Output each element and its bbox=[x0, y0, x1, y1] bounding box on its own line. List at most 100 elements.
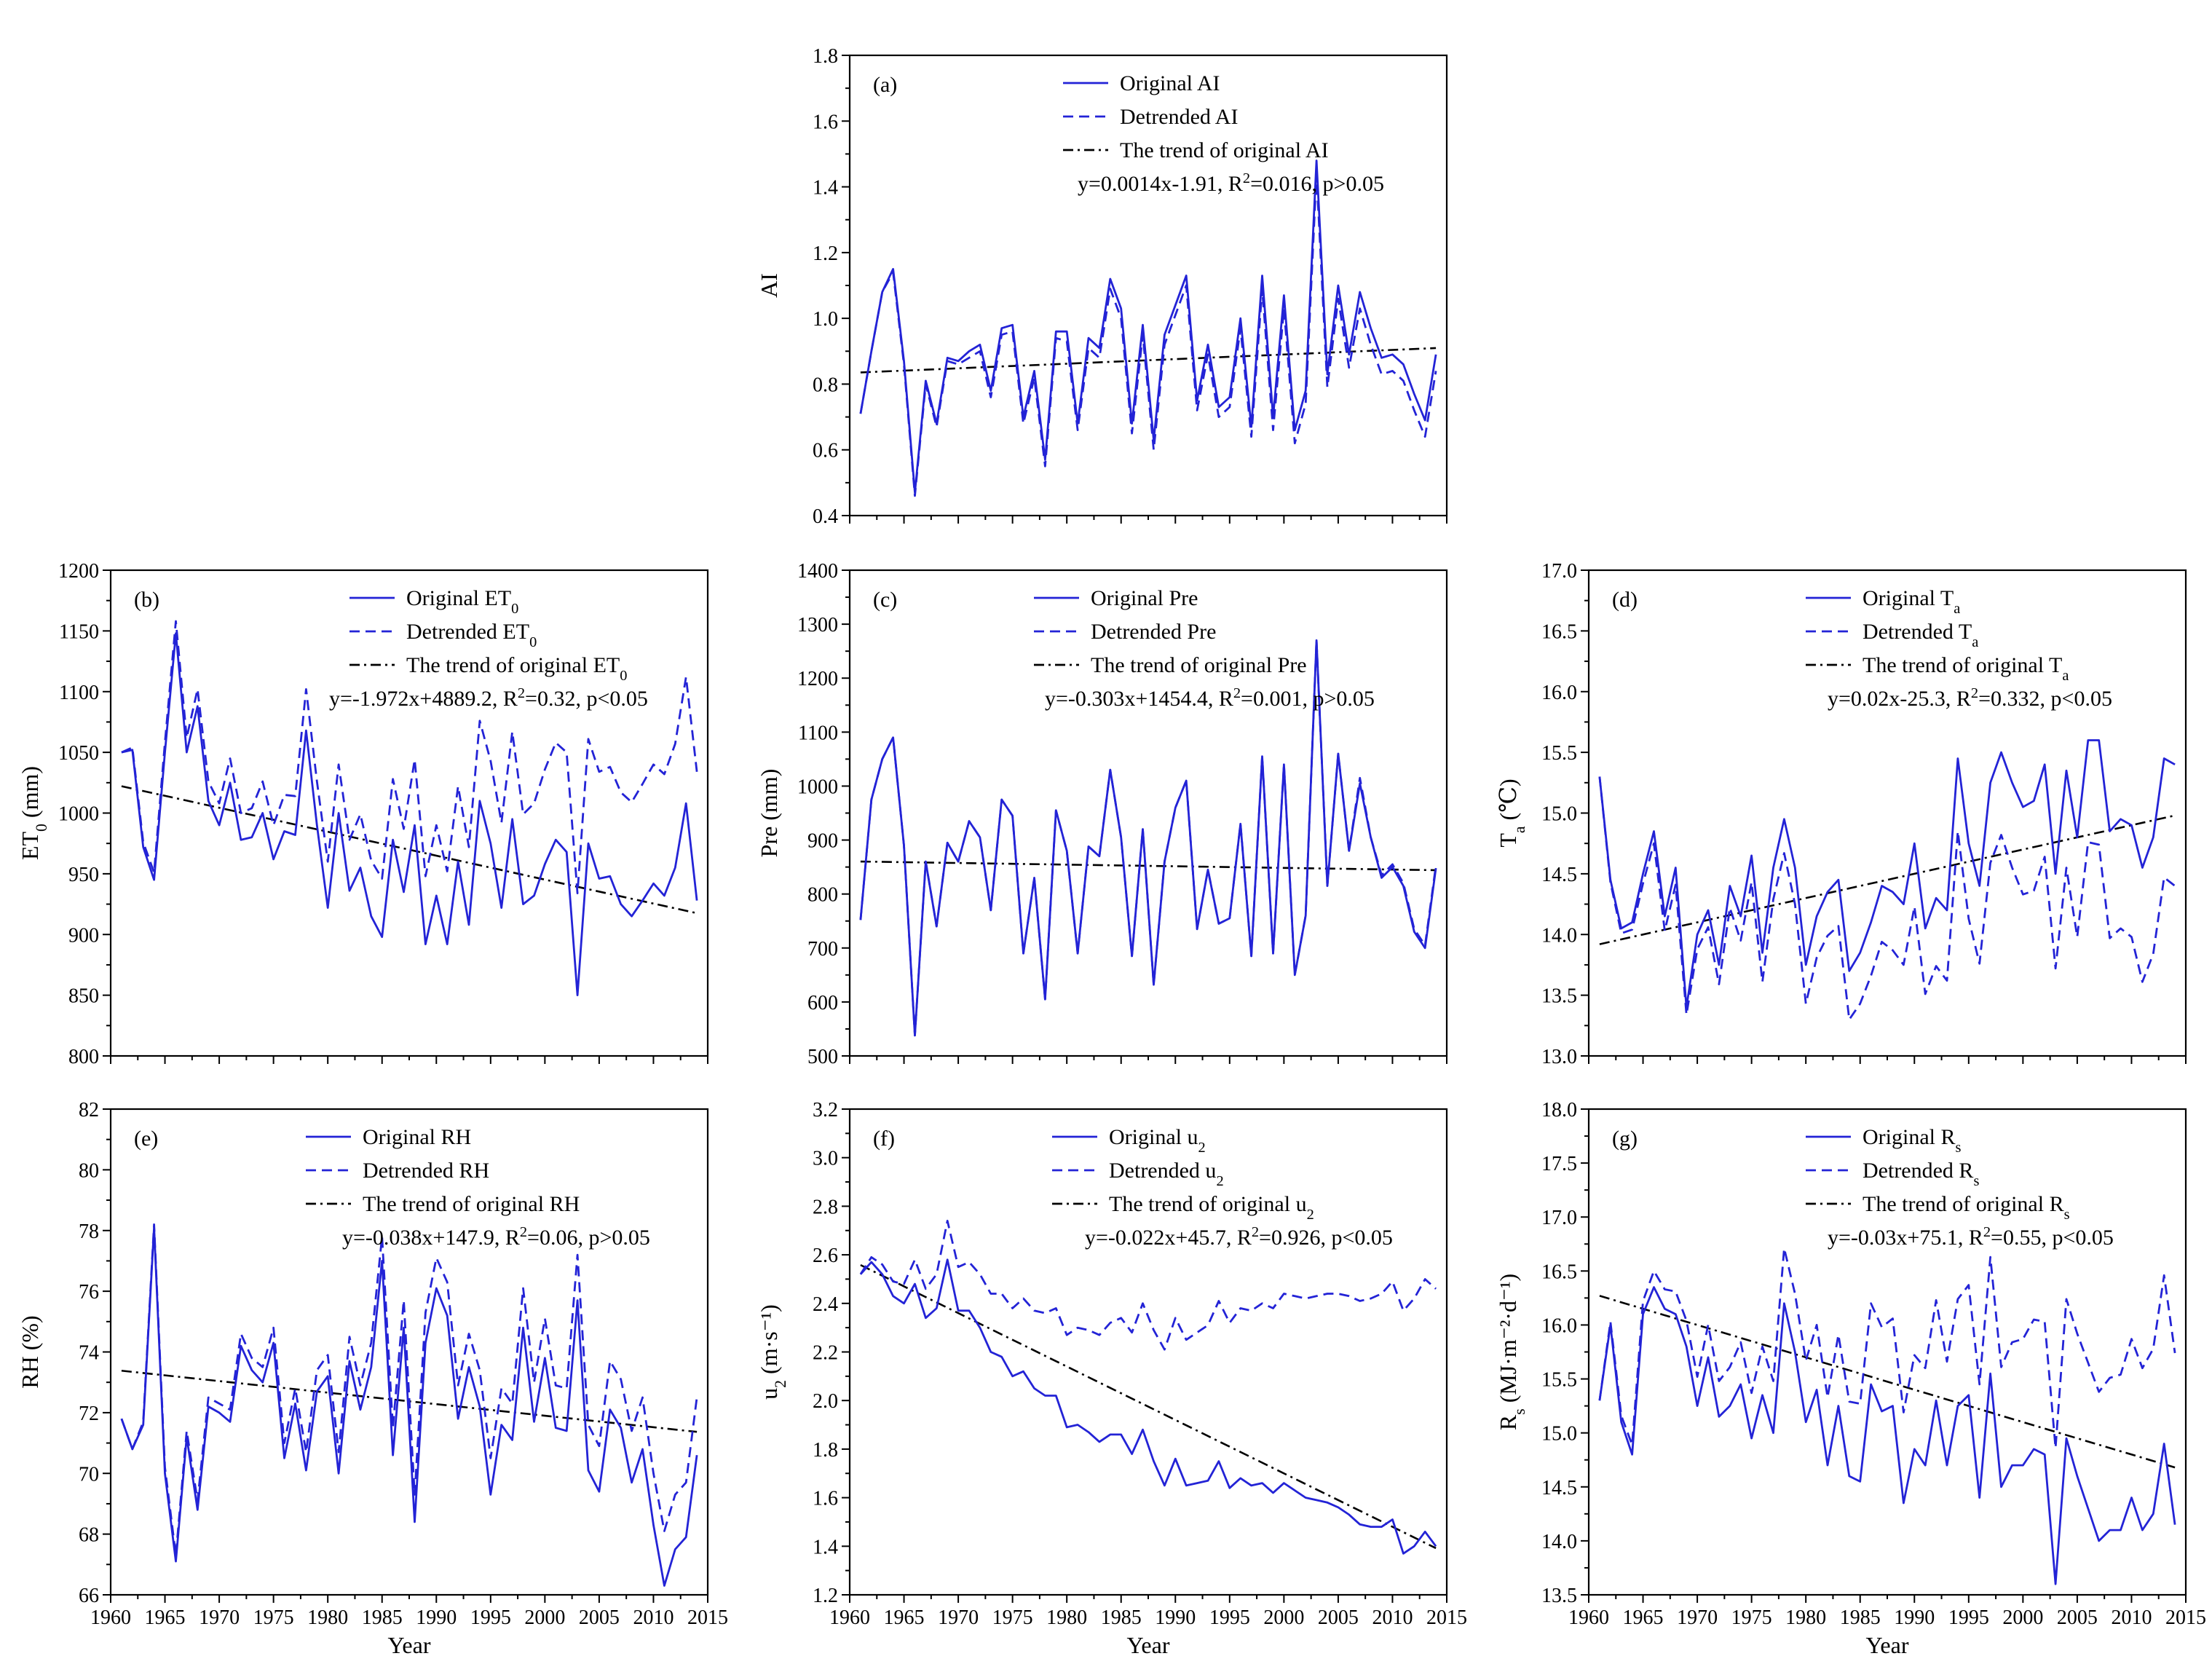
y-tick-label: 1.8 bbox=[813, 45, 838, 68]
y-tick-label: 1150 bbox=[59, 620, 99, 643]
x-tick-label: 2005 bbox=[579, 1606, 620, 1629]
y-tick-label: 76 bbox=[79, 1281, 99, 1304]
y-tick-label: 800 bbox=[68, 1046, 99, 1068]
y-tick-label: 850 bbox=[68, 985, 99, 1008]
legend-label-trend: The trend of original ET0 bbox=[406, 653, 627, 684]
trend-line bbox=[860, 860, 1437, 872]
y-tick-label: 2.8 bbox=[813, 1196, 838, 1218]
x-tick-label: 1975 bbox=[253, 1606, 294, 1629]
panel-tag: (c) bbox=[873, 588, 897, 612]
legend-label-trend: The trend of original AI bbox=[1120, 138, 1329, 162]
y-tick-label: 600 bbox=[807, 992, 838, 1014]
legend-label-original: Original RH bbox=[363, 1125, 471, 1149]
y-tick-label: 2.2 bbox=[813, 1342, 838, 1365]
x-tick-label: 2000 bbox=[524, 1606, 565, 1629]
y-tick-label: 1100 bbox=[59, 682, 99, 704]
x-tick-label: 1995 bbox=[1209, 1606, 1250, 1629]
x-tick-label: 2010 bbox=[633, 1606, 674, 1629]
y-tick-label: 2.4 bbox=[813, 1293, 838, 1316]
regression-equation: y=-0.038x+147.9, R2=0.06, p>0.05 bbox=[342, 1224, 650, 1250]
regression-equation: y=-0.303x+1454.4, R2=0.001, p>0.05 bbox=[1045, 685, 1375, 711]
legend-label-original: Original Rs bbox=[1863, 1125, 1962, 1156]
x-tick-label: 2005 bbox=[1318, 1606, 1359, 1629]
legend-label-trend: The trend of original u2 bbox=[1109, 1192, 1314, 1223]
series-line-original bbox=[121, 632, 698, 996]
y-tick-label: 1300 bbox=[797, 614, 838, 636]
y-tick-label: 1.0 bbox=[813, 308, 838, 331]
y-tick-label: 0.4 bbox=[813, 505, 838, 528]
trend-line bbox=[860, 1263, 1437, 1550]
legend-label-detrended: Detrended RH bbox=[363, 1159, 489, 1183]
chart-panel-g: 13.5 14.0 14.5 15.0 15.5 16.0 16.5 17.0 17.5 18.0… bbox=[1495, 1099, 2206, 1658]
legend-label-trend: The trend of original RH bbox=[363, 1192, 580, 1216]
y-tick-label: 13.5 bbox=[1541, 1585, 1577, 1607]
legend-label-original: Original u2 bbox=[1109, 1125, 1206, 1156]
y-axis-title: Ta (℃) bbox=[1495, 778, 1528, 847]
panel-tag: (b) bbox=[134, 588, 159, 612]
y-tick-label: 1.4 bbox=[813, 177, 838, 200]
legend: Original RH Detrended RH The trend of orig… bbox=[306, 1125, 650, 1250]
y-tick-label: 16.5 bbox=[1541, 1261, 1577, 1283]
y-tick-label: 2.6 bbox=[813, 1245, 838, 1267]
x-tick-label: 2010 bbox=[2111, 1606, 2152, 1629]
series-line-detrended bbox=[859, 639, 1437, 1037]
x-tick-label: 1980 bbox=[1785, 1606, 1826, 1629]
series-line-detrended bbox=[120, 1223, 698, 1557]
x-tick-label: 1960 bbox=[90, 1606, 131, 1629]
legend-label-trend: The trend of original Rs bbox=[1863, 1192, 2070, 1223]
y-tick-label: 16.0 bbox=[1541, 682, 1577, 704]
legend-label-original: Original Pre bbox=[1091, 586, 1198, 610]
series-line-detrended bbox=[1598, 776, 2176, 1021]
series-line-detrended bbox=[121, 620, 698, 894]
regression-equation: y=0.0014x-1.91, R2=0.016, p>0.05 bbox=[1078, 170, 1384, 196]
legend: Original AI Detrended AI The trend of orig… bbox=[1063, 71, 1384, 196]
x-tick-label: 1970 bbox=[199, 1606, 240, 1629]
series-line-detrended bbox=[1598, 1247, 2176, 1449]
x-tick-label: 1980 bbox=[1046, 1606, 1087, 1629]
x-tick-label: 1990 bbox=[1155, 1606, 1196, 1629]
y-tick-label: 16.5 bbox=[1541, 620, 1577, 643]
x-tick-label: 1960 bbox=[1568, 1606, 1609, 1629]
y-tick-label: 15.5 bbox=[1541, 742, 1577, 765]
y-tick-label: 1200 bbox=[58, 560, 99, 583]
y-tick-label: 14.0 bbox=[1541, 1531, 1577, 1553]
y-tick-label: 2.0 bbox=[813, 1390, 838, 1413]
y-tick-label: 82 bbox=[79, 1099, 99, 1121]
trend-line bbox=[1599, 1295, 2176, 1469]
chart-panel-e: 66 68 70 72 74 76 78 80 82 1960 1965 1970 1975 1980 19… bbox=[17, 1099, 728, 1658]
x-tick-label: 1990 bbox=[1894, 1606, 1935, 1629]
y-axis-title: Rs (MJ·m⁻²·d⁻¹) bbox=[1495, 1274, 1528, 1430]
x-tick-label: 2010 bbox=[1372, 1606, 1413, 1629]
y-tick-label: 17.0 bbox=[1541, 560, 1577, 583]
series-line-original bbox=[1598, 739, 2176, 1009]
x-tick-label: 1995 bbox=[470, 1606, 511, 1629]
regression-equation: y=-0.022x+45.7, R2=0.926, p<0.05 bbox=[1085, 1224, 1393, 1250]
x-tick-label: 1990 bbox=[416, 1606, 457, 1629]
x-tick-label: 1985 bbox=[362, 1606, 403, 1629]
y-tick-label: 17.0 bbox=[1541, 1207, 1577, 1229]
x-tick-label: 1985 bbox=[1840, 1606, 1881, 1629]
x-tick-label: 1995 bbox=[1948, 1606, 1989, 1629]
legend-label-detrended: Detrended AI bbox=[1120, 105, 1238, 129]
legend-label-detrended: Detrended ET0 bbox=[406, 620, 537, 650]
legend: Original Pre Detrended Pre The trend of or… bbox=[1034, 586, 1375, 711]
x-tick-label: 2015 bbox=[687, 1606, 728, 1629]
y-tick-label: 16.0 bbox=[1541, 1314, 1577, 1337]
y-tick-label: 18.0 bbox=[1541, 1099, 1577, 1121]
y-tick-label: 15.5 bbox=[1541, 1369, 1577, 1392]
chart-panel-f: 1.2 1.4 1.6 1.8 2.0 2.2 2.4 2.6 2.8 3.0 3.2 1960 196… bbox=[756, 1099, 1467, 1658]
y-tick-label: 13.5 bbox=[1541, 985, 1577, 1008]
y-tick-label: 1.8 bbox=[813, 1439, 838, 1462]
y-tick-label: 3.0 bbox=[813, 1148, 838, 1170]
series-line-original bbox=[859, 159, 1437, 494]
legend-label-trend: The trend of original Pre bbox=[1091, 653, 1307, 677]
regression-equation: y=-0.03x+75.1, R2=0.55, p<0.05 bbox=[1828, 1224, 2114, 1250]
y-tick-label: 66 bbox=[79, 1585, 99, 1607]
y-tick-label: 700 bbox=[807, 938, 838, 961]
series-line-detrended bbox=[859, 1220, 1437, 1351]
y-tick-label: 74 bbox=[79, 1342, 99, 1365]
series-line-original bbox=[859, 1258, 1437, 1555]
